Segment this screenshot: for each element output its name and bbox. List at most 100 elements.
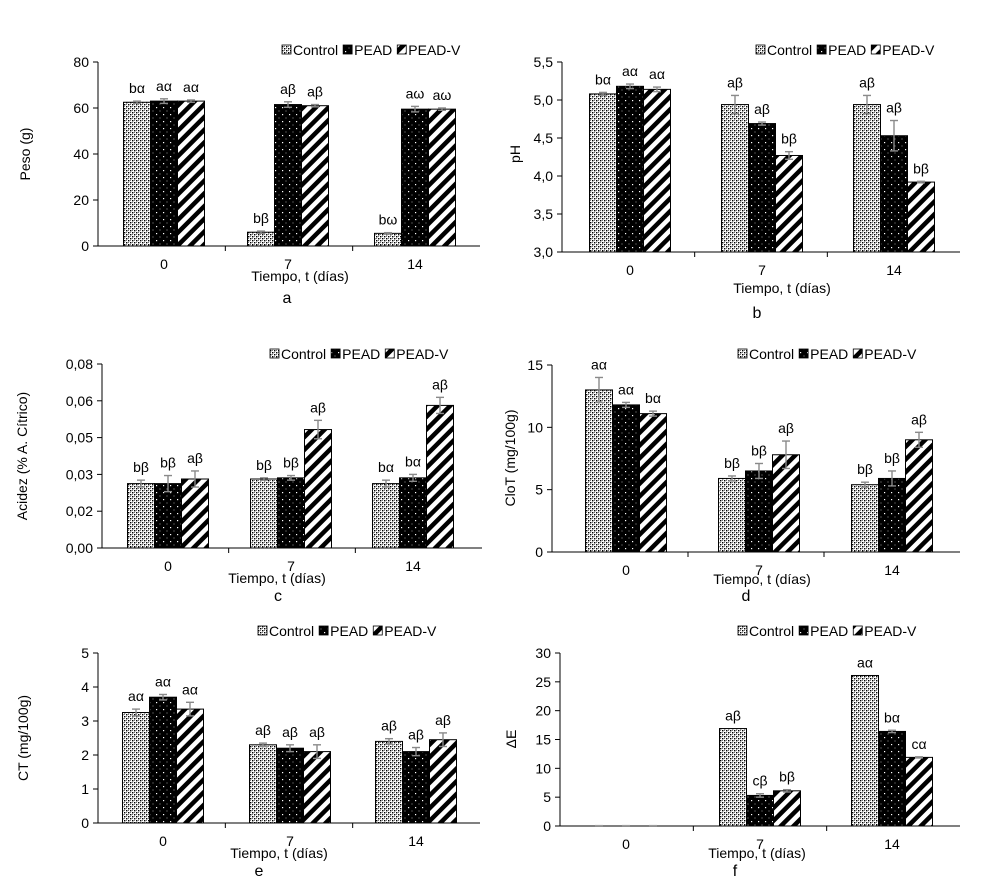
significance-label: bω xyxy=(379,212,398,228)
error-bar xyxy=(599,91,607,97)
bar-pead-v-14 xyxy=(907,181,935,253)
significance-label: bβ xyxy=(751,442,767,458)
significance-label: aβ xyxy=(309,724,325,740)
significance-label: aβ xyxy=(282,724,298,740)
error-bar xyxy=(159,693,167,701)
bar-control-7 xyxy=(247,231,275,247)
error-bar xyxy=(137,479,145,488)
legend: Control PEAD PEAD-V xyxy=(269,346,449,362)
bar-pead-7 xyxy=(276,747,304,824)
significance-label: bβ xyxy=(160,455,176,471)
legend: Control PEAD PEAD-V xyxy=(737,623,917,639)
y-tick-label: 4,0 xyxy=(534,168,554,184)
bar-pead-0 xyxy=(612,404,640,553)
significance-label: bα xyxy=(129,80,145,96)
legend-label-pead-v: PEAD-V xyxy=(882,42,935,58)
y-tick-label: 3,0 xyxy=(534,244,554,260)
error-bar xyxy=(257,230,265,235)
error-bar xyxy=(649,410,657,417)
y-tick-label: 4 xyxy=(81,679,89,695)
error-bar xyxy=(160,98,168,105)
bar-control-7 xyxy=(721,104,749,253)
legend-label-pead-v: PEAD-V xyxy=(864,346,917,362)
significance-label: aα xyxy=(128,688,144,704)
bar-pead-v-14 xyxy=(905,439,933,553)
significance-label: aα xyxy=(155,673,171,689)
bar-pead-7 xyxy=(748,123,776,253)
legend-label-control: Control xyxy=(269,623,314,639)
legend-label-pead: PEAD xyxy=(810,623,848,639)
bar-control-14 xyxy=(851,674,879,827)
legend-label-pead-v: PEAD-V xyxy=(864,623,917,639)
legend-label-pead-v: PEAD-V xyxy=(384,623,437,639)
y-tick-label: 25 xyxy=(535,674,551,690)
bar-pead-14 xyxy=(402,751,430,824)
bar-control-0 xyxy=(589,93,617,253)
y-tick-label: 5 xyxy=(543,789,551,805)
legend-swatch-pead xyxy=(798,625,809,636)
y-tick-label: 5 xyxy=(81,645,89,661)
significance-label: bβ xyxy=(913,160,929,176)
x-tick-label: 0 xyxy=(159,833,167,849)
error-bar xyxy=(731,94,739,115)
bar-control-14 xyxy=(851,484,879,553)
legend-swatch-control xyxy=(281,44,292,55)
bar-pead-14 xyxy=(880,135,908,253)
error-bar xyxy=(311,103,319,108)
legend-swatch-pead-v xyxy=(396,44,407,55)
bar-pead-14 xyxy=(878,477,906,553)
significance-label: aβ xyxy=(754,101,770,117)
y-tick-label: 20 xyxy=(535,703,551,719)
x-tick-label: 7 xyxy=(286,833,294,849)
legend-label-pead-v: PEAD-V xyxy=(396,346,449,362)
significance-label: bα xyxy=(645,390,661,406)
error-bar xyxy=(314,419,322,440)
significance-label: aβ xyxy=(408,727,424,743)
error-bar xyxy=(384,231,392,235)
bar-control-7 xyxy=(718,477,746,553)
significance-label: aβ xyxy=(381,718,397,734)
bar-control-14 xyxy=(374,232,402,247)
legend-swatch-pead xyxy=(330,348,341,359)
bar-pead-v-0 xyxy=(639,413,667,553)
error-bar xyxy=(728,475,736,482)
significance-label: aω xyxy=(406,85,425,101)
error-bar xyxy=(863,94,871,115)
y-tick-label: 0 xyxy=(543,818,551,834)
bar-pead-v-0 xyxy=(643,88,671,253)
bar-pead-0 xyxy=(154,483,182,549)
legend: Control PEAD PEAD-V xyxy=(281,42,461,58)
legend-label-control: Control xyxy=(281,346,326,362)
y-tick-label: 60 xyxy=(73,100,89,116)
y-axis-label: Acidez (% A. Cítrico) xyxy=(14,392,30,520)
legend-swatch-control xyxy=(737,625,748,636)
bar-pead-v-14 xyxy=(905,756,933,827)
significance-label: aβ xyxy=(255,722,271,738)
significance-label: bβ xyxy=(283,455,299,471)
significance-label: aα xyxy=(182,681,198,697)
y-tick-label: 10 xyxy=(527,419,543,435)
legend-label-pead: PEAD xyxy=(342,346,380,362)
error-bar xyxy=(890,119,898,152)
y-tick-label: 15 xyxy=(527,357,543,373)
panel-letter: e xyxy=(255,863,264,880)
significance-label: aβ xyxy=(435,712,451,728)
error-bar xyxy=(785,150,793,160)
significance-label: aβ xyxy=(911,411,927,427)
error-bar xyxy=(622,401,630,409)
significance-label: aβ xyxy=(432,376,448,392)
significance-label: aβ xyxy=(859,74,875,90)
y-tick-label: 80 xyxy=(73,54,89,70)
bar-control-0 xyxy=(127,483,155,549)
significance-label: aα xyxy=(622,63,638,79)
bar-pead-v-7 xyxy=(304,429,332,549)
legend-swatch-pead-v xyxy=(852,625,863,636)
significance-label: aβ xyxy=(307,84,323,100)
bar-pead-7 xyxy=(745,470,773,553)
panel-letter: f xyxy=(733,863,738,880)
bar-control-7 xyxy=(250,478,278,549)
y-tick-label: 0,02 xyxy=(66,503,93,519)
legend-label-control: Control xyxy=(749,346,794,362)
legend-swatch-pead-v xyxy=(384,348,395,359)
